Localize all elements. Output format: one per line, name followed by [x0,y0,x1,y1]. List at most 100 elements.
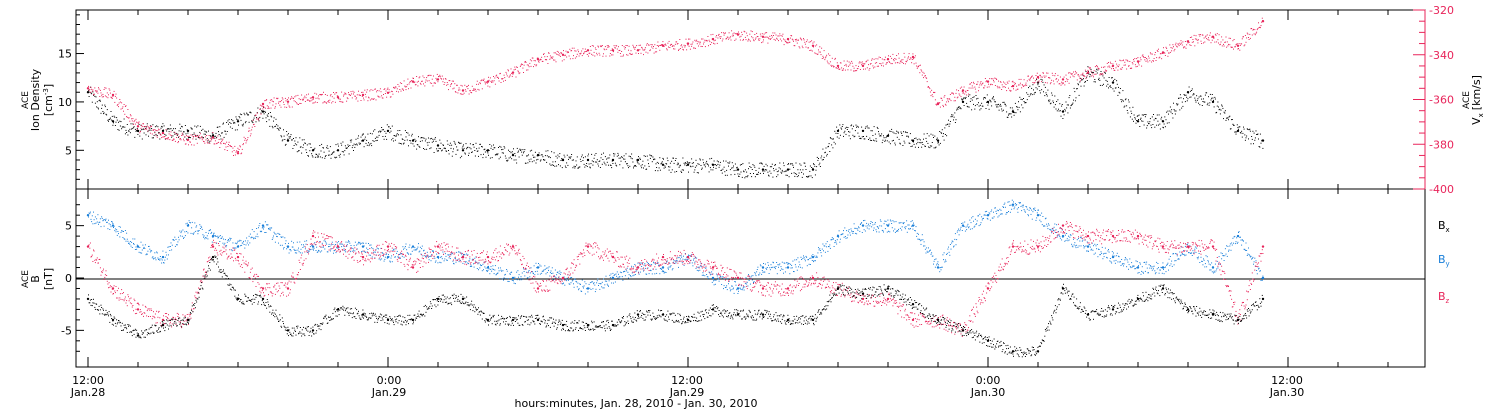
texture-bz [88,221,1264,337]
bottom-left-ylabel-mission: ACE [21,270,31,288]
point-vx-11 [361,93,365,97]
x-tick-date-1: Jan.29 [371,386,406,399]
point-bz-12 [386,245,390,248]
point-vx-16 [486,80,490,83]
point-vx-14 [436,78,440,81]
x-tick-time-4: 12:00 [1271,374,1303,387]
point-ion density-26 [736,168,740,171]
legend-bx-prefix: B [1438,219,1446,232]
point-by-43 [1161,266,1165,269]
x-tick-date-3: Jan.30 [970,386,1005,399]
point-vx-33 [911,55,915,59]
point-by-0 [86,214,90,217]
point-vx-6 [236,152,240,155]
point-ion density-46 [1236,129,1240,133]
top-left-ylabel-mission: ACE [21,91,31,109]
point-vx-31 [861,64,865,68]
top-left-ytick-label-0: 5 [65,144,72,157]
point-bz-33 [911,318,915,322]
point-bz-5 [211,245,215,248]
top-left-ytick-label-2: 15 [58,48,72,61]
right-sub: x [1477,113,1485,117]
point-vx-30 [836,64,840,68]
point-vx-46 [1236,44,1240,47]
point-by-47 [1261,276,1265,280]
point-ion density-15 [461,149,465,152]
point-bz-42 [1136,234,1140,238]
top-right-ytick-label-3: -380 [1429,138,1454,151]
point-bx-35 [961,329,965,332]
point-bz-32 [886,297,890,301]
x-tick-time-2: 12:00 [671,374,703,387]
axis-ticks: 5 10 15 -320 -340 -360 -380 -400 -5 0 5 [58,4,1454,367]
point-by-5 [211,234,215,238]
top-panel-frame [75,9,1426,190]
bottom-ytick-label-1: 0 [65,272,72,285]
top-right-ylabel: Vx [km/s] ACE [1462,75,1485,125]
point-bz-38 [1036,245,1040,248]
point-ion density-28 [786,168,790,171]
right-prefix: V [1470,117,1483,125]
unit-close: ] [42,84,55,88]
point-bz-47 [1261,245,1265,248]
point-bz-39 [1061,224,1065,227]
point-bx-0 [86,297,90,301]
point-by-40 [1086,245,1090,248]
texture-vx [88,17,1264,156]
legend-by: By [1438,253,1450,268]
point-ion density-22 [636,158,640,162]
point-ion density-0 [86,91,90,94]
point-bz-8 [286,287,290,290]
point-by-27 [761,266,765,269]
point-bz-10 [336,245,340,248]
point-bx-3 [161,323,165,327]
point-ion density-6 [236,120,240,123]
point-bz-18 [536,287,540,290]
top-right-ylabel-text: Vx [km/s] [1470,75,1485,125]
point-bz-16 [486,255,490,259]
top-right-ytick-label-1: -340 [1429,49,1454,62]
point-bx-1 [111,318,115,322]
point-ion density-41 [1111,81,1115,84]
texture-bx [88,255,1264,358]
point-bz-43 [1161,245,1165,248]
point-vx-7 [261,102,265,106]
point-bx-25 [711,308,715,311]
point-ion density-24 [686,163,690,166]
bottom-left-ylabel-unit: [nT] [42,268,55,290]
point-by-11 [361,245,365,248]
point-bx-14 [436,297,440,301]
point-ion density-45 [1211,100,1215,104]
texture-ion density [88,66,1264,179]
point-vx-27 [761,35,765,38]
point-by-3 [161,255,165,259]
point-bx-5 [211,255,215,259]
point-bx-43 [1161,287,1165,290]
point-bz-28 [786,287,790,290]
point-bz-20 [586,245,590,248]
point-ion density-11 [361,139,365,142]
point-by-29 [811,255,815,259]
x-tick-time-3: 0:00 [976,374,1001,387]
top-left-ytick-label-1: 10 [58,96,72,109]
point-bz-27 [761,287,765,290]
point-bx-29 [811,318,815,322]
point-bx-45 [1211,313,1215,316]
right-unit: [km/s] [1470,75,1483,110]
point-vx-39 [1061,78,1065,81]
x-axis-title: hours:minutes, Jan. 28, 2010 - Jan. 30, … [515,397,758,410]
point-bz-9 [311,234,315,238]
top-left-ylabel-unit: [cm-3] [42,84,55,116]
point-bz-2 [136,308,140,311]
point-vx-0 [86,87,90,90]
legend-by-prefix: B [1438,253,1446,266]
point-vx-42 [1136,60,1140,63]
texture-by [88,199,1264,295]
point-bz-31 [861,297,865,301]
point-ion density-27 [761,168,765,171]
point-ion density-35 [961,100,965,104]
point-vx-37 [1011,84,1015,88]
point-bx-34 [936,318,940,322]
point-bx-9 [311,329,315,332]
